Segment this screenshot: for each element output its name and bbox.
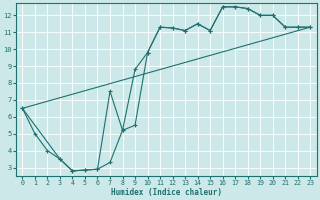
X-axis label: Humidex (Indice chaleur): Humidex (Indice chaleur) [111, 188, 222, 197]
